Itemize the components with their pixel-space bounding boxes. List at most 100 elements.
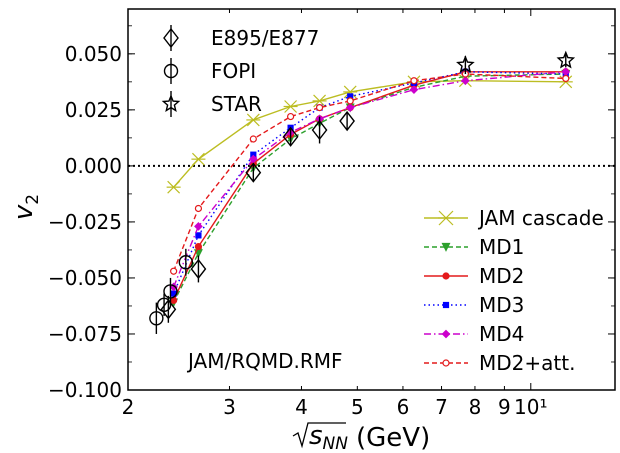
legend-label: MD4: [479, 322, 524, 346]
data-point: [195, 232, 202, 239]
data-point: [315, 104, 324, 112]
series-md2-att-: [170, 70, 570, 275]
x-tick-label: 3: [223, 395, 236, 419]
data-point: [343, 85, 358, 99]
experiment-e895-e877: [160, 110, 355, 323]
data-point: [312, 94, 327, 108]
marker-shape: [163, 63, 179, 79]
experiment-legend: E895/E877 FOPI STAR: [161, 25, 319, 117]
data-point: [163, 284, 178, 299]
y-tick-label: 0.050: [65, 42, 122, 66]
legend-marker: [161, 94, 181, 112]
marker-shape: [194, 242, 203, 251]
data-point: [245, 162, 262, 183]
x-axis-unit: (GeV): [356, 423, 430, 453]
legend-label: STAR: [211, 92, 262, 116]
x-tick-label: 2: [122, 395, 135, 419]
x-axis-symbol: sNN: [309, 421, 348, 453]
marker-shape: [442, 272, 450, 280]
plot-frame: [127, 8, 616, 391]
marker-shape: [410, 77, 418, 85]
marker-shape: [556, 50, 576, 69]
legend-marker: [442, 272, 450, 280]
marker-shape: [249, 135, 257, 143]
marker-shape: [441, 242, 451, 252]
marker-shape: [163, 284, 178, 299]
data-point: [194, 204, 203, 213]
legend-label: JAM cascade: [477, 206, 604, 230]
data-point: [178, 255, 194, 270]
data-point: [345, 103, 355, 112]
marker-shape: [287, 112, 295, 121]
data-point: [191, 152, 206, 166]
legend-marker: [442, 359, 450, 367]
data-point: [170, 267, 178, 275]
series-line: [172, 73, 566, 272]
marker-shape: [194, 222, 203, 231]
data-point: [339, 110, 355, 132]
x-tick-label: 7: [435, 395, 448, 419]
marker-shape: [441, 329, 451, 339]
marker-shape: [442, 359, 450, 367]
y-axis-title: v2: [9, 194, 43, 220]
marker-shape: [178, 255, 194, 270]
marker-shape: [190, 258, 207, 280]
legend-item: FOPI: [163, 58, 256, 84]
legend-item: E895/E877: [163, 25, 319, 51]
data-point: [456, 55, 475, 73]
legend-item: MD1: [424, 235, 524, 259]
x-tick-label: 6: [397, 395, 410, 419]
sqrt-sign: [292, 422, 346, 449]
marker-shape: [170, 267, 178, 275]
x-axis-title: sNN (GeV): [292, 421, 430, 453]
data-point: [346, 97, 354, 105]
experiment-fopi: [149, 248, 194, 334]
marker-shape: [194, 204, 203, 213]
legend-marker: [163, 63, 179, 79]
y-tick-label: 0.000: [65, 154, 122, 178]
y-tick-label: −0.100: [48, 378, 122, 402]
data-point: [149, 311, 164, 326]
marker-shape: [149, 311, 164, 326]
data-point: [166, 180, 181, 194]
x-tick-label: 10¹: [514, 395, 547, 419]
x-tick-label: 4: [295, 395, 308, 419]
legend-label: FOPI: [211, 59, 256, 83]
marker-shape: [195, 232, 202, 239]
marker-shape: [315, 104, 324, 112]
legend-marker: [441, 329, 451, 339]
model-legend: JAM cascade MD1 MD2 MD3 MD4 MD2+att.: [424, 206, 604, 375]
legend-label: MD2+att.: [479, 351, 575, 375]
data-point: [410, 77, 418, 85]
marker-shape: [442, 301, 450, 309]
data-point: [461, 76, 470, 86]
marker-shape: [409, 85, 419, 95]
data-point: [246, 113, 261, 127]
data-point: [249, 135, 257, 143]
x-tick-label: 9: [498, 395, 511, 419]
data-point: [194, 222, 203, 231]
legend-marker: [438, 210, 454, 226]
marker-shape: [456, 55, 475, 73]
legend-item: STAR: [161, 91, 262, 117]
y-tick-label: 0.025: [65, 98, 122, 122]
legend-label: MD3: [479, 293, 524, 317]
y-tick-label: −0.050: [48, 266, 122, 290]
marker-shape: [161, 94, 181, 112]
marker-shape: [245, 162, 262, 183]
experiment-star: [456, 50, 576, 74]
data-point: [194, 242, 203, 251]
legend-marker: [163, 27, 179, 49]
marker-shape: [282, 126, 299, 147]
annotation-label: JAM/RQMD.RMF: [186, 349, 343, 373]
legend-marker: [442, 301, 450, 309]
tick-layer: 0.050 0.025 0.000 −0.025 −0.050 −0.075 −0.1002…: [48, 9, 615, 419]
data-point: [409, 85, 419, 95]
legend-label: MD1: [479, 235, 524, 259]
series-line: [172, 71, 566, 294]
marker-shape: [163, 27, 179, 49]
legend-item: MD2: [424, 264, 524, 288]
legend-label: MD2: [479, 264, 524, 288]
legend-label: E895/E877: [211, 26, 319, 50]
